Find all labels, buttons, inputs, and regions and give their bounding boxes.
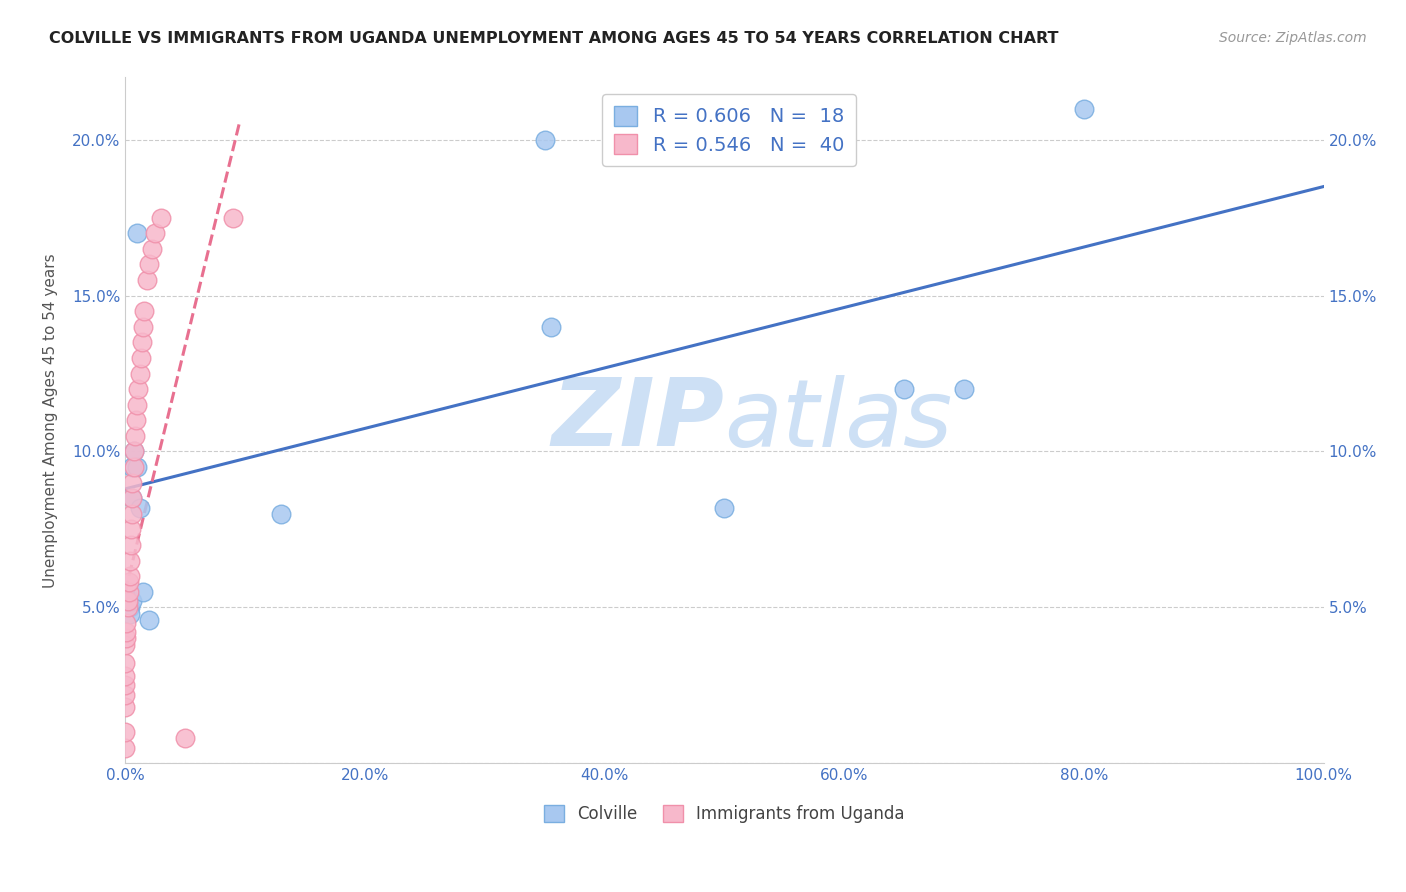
- Point: [540, 319, 562, 334]
- Point: [1073, 102, 1095, 116]
- Point: [121, 594, 143, 608]
- Point: [127, 398, 149, 412]
- Point: [120, 522, 142, 536]
- Point: [533, 133, 555, 147]
- Point: [127, 227, 149, 241]
- Point: [127, 460, 149, 475]
- Point: [121, 507, 143, 521]
- Point: [222, 211, 245, 225]
- Point: [117, 594, 139, 608]
- Point: [127, 382, 149, 396]
- Point: [121, 491, 143, 506]
- Point: [124, 429, 146, 443]
- Point: [121, 475, 143, 490]
- Point: [118, 584, 141, 599]
- Point: [128, 367, 150, 381]
- Point: [138, 613, 160, 627]
- Point: [114, 688, 136, 702]
- Point: [121, 460, 143, 475]
- Point: [118, 575, 141, 590]
- Point: [893, 382, 915, 396]
- Point: [118, 569, 141, 583]
- Point: [128, 500, 150, 515]
- Point: [118, 553, 141, 567]
- Point: [122, 444, 145, 458]
- Point: [118, 600, 141, 615]
- Point: [135, 273, 157, 287]
- Point: [122, 444, 145, 458]
- Point: [138, 257, 160, 271]
- Point: [114, 678, 136, 692]
- Point: [121, 491, 143, 506]
- Legend: Colville, Immigrants from Uganda: Colville, Immigrants from Uganda: [544, 805, 904, 823]
- Point: [114, 725, 136, 739]
- Y-axis label: Unemployment Among Ages 45 to 54 years: Unemployment Among Ages 45 to 54 years: [44, 253, 58, 588]
- Text: Source: ZipAtlas.com: Source: ZipAtlas.com: [1219, 31, 1367, 45]
- Text: COLVILLE VS IMMIGRANTS FROM UGANDA UNEMPLOYMENT AMONG AGES 45 TO 54 YEARS CORREL: COLVILLE VS IMMIGRANTS FROM UGANDA UNEMP…: [49, 31, 1059, 46]
- Point: [115, 615, 138, 630]
- Point: [270, 507, 292, 521]
- Point: [713, 500, 735, 515]
- Point: [125, 413, 148, 427]
- Point: [132, 319, 155, 334]
- Point: [114, 638, 136, 652]
- Point: [115, 632, 138, 646]
- Point: [143, 227, 166, 241]
- Point: [117, 600, 139, 615]
- Point: [174, 731, 197, 746]
- Point: [953, 382, 976, 396]
- Point: [141, 242, 163, 256]
- Point: [115, 625, 138, 640]
- Point: [132, 584, 155, 599]
- Point: [114, 740, 136, 755]
- Point: [114, 669, 136, 683]
- Point: [120, 538, 142, 552]
- Point: [150, 211, 173, 225]
- Text: atlas: atlas: [724, 375, 953, 466]
- Point: [114, 700, 136, 714]
- Point: [122, 460, 145, 475]
- Point: [129, 351, 152, 365]
- Point: [131, 335, 153, 350]
- Text: ZIP: ZIP: [551, 375, 724, 467]
- Point: [114, 657, 136, 671]
- Point: [118, 607, 141, 621]
- Point: [134, 304, 156, 318]
